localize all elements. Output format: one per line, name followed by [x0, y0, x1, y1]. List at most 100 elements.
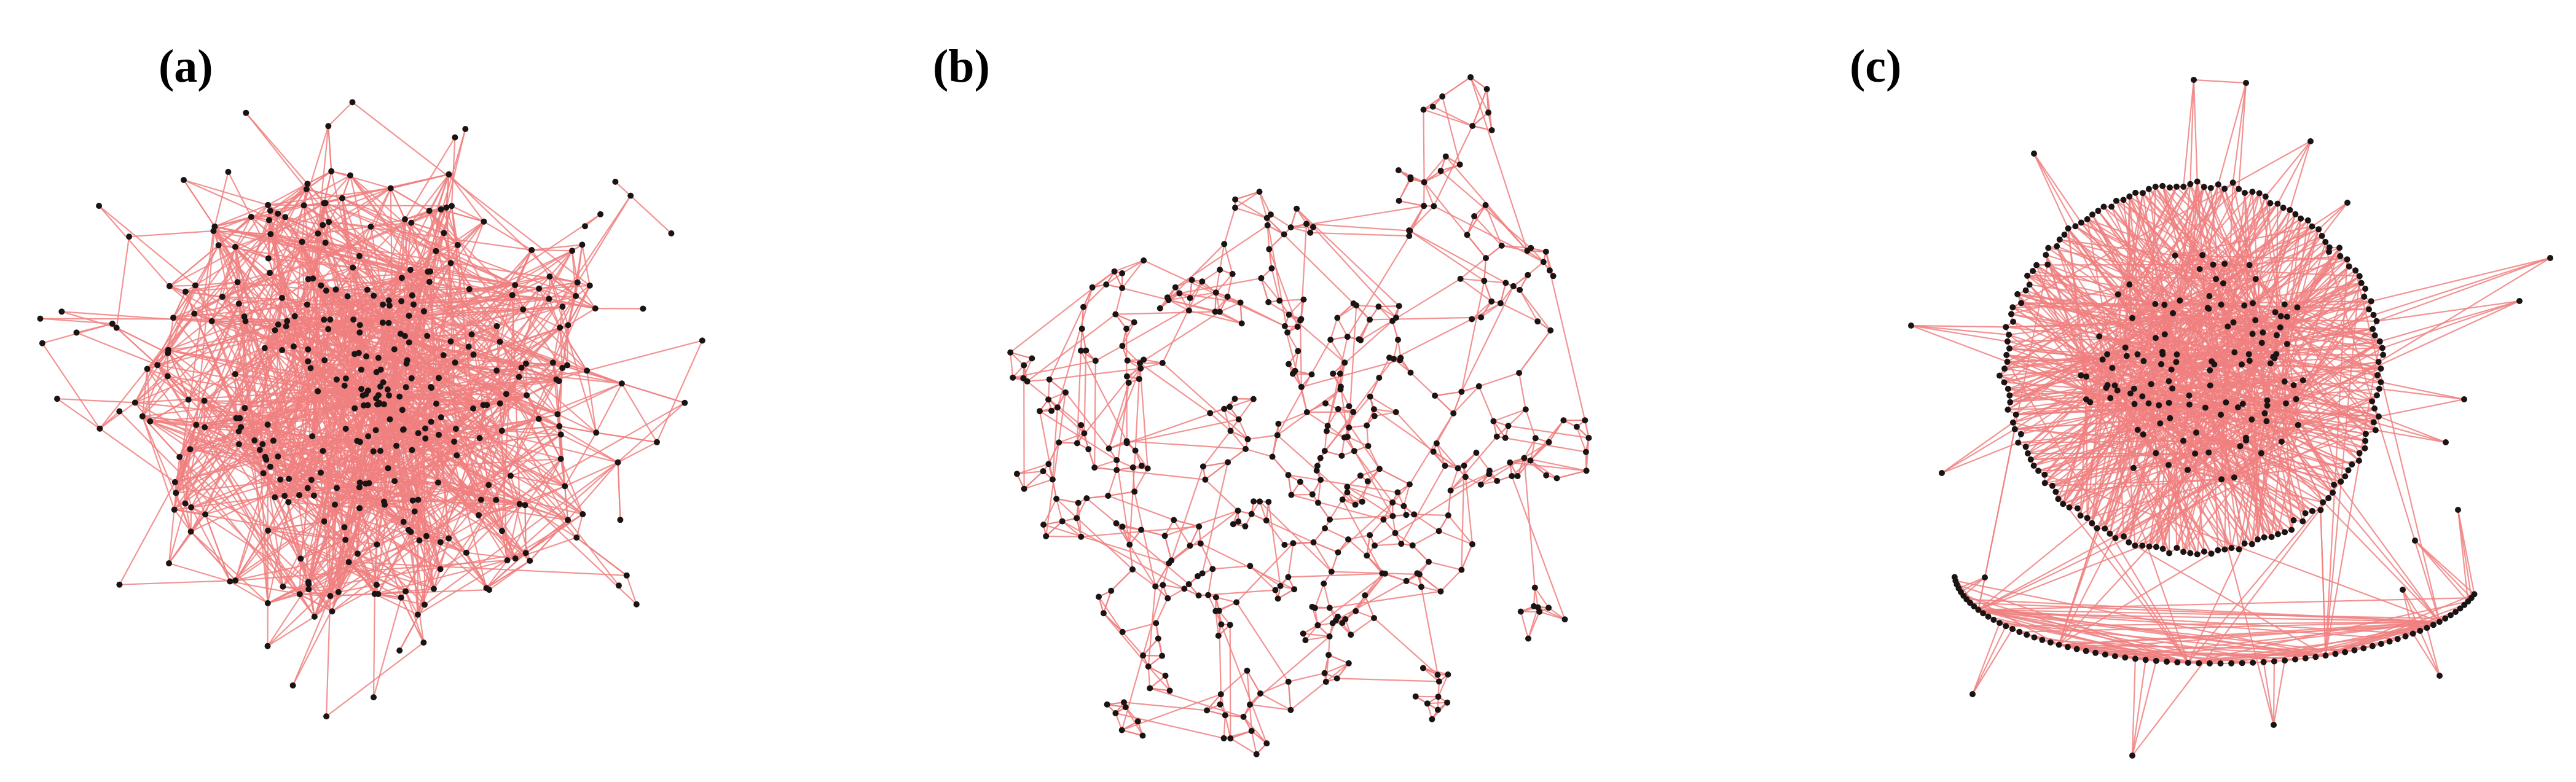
edge — [1420, 587, 1440, 682]
node — [1353, 608, 1359, 614]
edge — [303, 205, 338, 488]
node — [1227, 428, 1234, 434]
node — [1121, 699, 1127, 706]
node — [1141, 257, 1147, 264]
edge — [1163, 584, 1185, 590]
node — [1348, 631, 1354, 638]
node — [297, 555, 304, 562]
node — [342, 426, 349, 432]
node — [1455, 465, 1461, 472]
node — [1043, 533, 1050, 539]
node — [309, 433, 316, 440]
node — [476, 435, 483, 442]
node — [1434, 706, 1441, 713]
node — [339, 195, 345, 201]
edge — [388, 128, 466, 396]
edge — [560, 458, 584, 515]
node — [615, 459, 621, 466]
node — [512, 555, 519, 562]
node — [1445, 512, 1451, 518]
edge — [1215, 273, 1233, 294]
edge — [190, 354, 444, 450]
node — [1080, 303, 1086, 310]
edge — [538, 287, 596, 310]
edge — [1412, 545, 1429, 563]
edge — [1134, 491, 1156, 587]
edge — [1117, 469, 1206, 480]
edge — [1109, 442, 1128, 450]
edge — [179, 424, 197, 458]
node — [181, 177, 187, 183]
node — [447, 338, 454, 345]
edge — [1129, 529, 1142, 545]
edge — [235, 350, 283, 375]
edge — [1188, 310, 1242, 324]
edge — [1305, 625, 1319, 641]
edge — [169, 202, 324, 287]
edge — [135, 390, 318, 404]
node — [265, 255, 272, 262]
network-panel-c — [1908, 77, 2553, 759]
node — [1244, 667, 1251, 674]
edge — [1511, 475, 1566, 620]
edge — [557, 383, 622, 415]
node — [1281, 323, 1288, 329]
node — [1265, 299, 1272, 305]
edge — [1378, 357, 1390, 378]
edge — [615, 181, 672, 234]
edge — [179, 456, 186, 504]
node — [423, 533, 430, 539]
node — [1429, 103, 1436, 110]
edge — [214, 204, 269, 227]
edge — [1453, 391, 1463, 414]
node — [1276, 297, 1283, 304]
network-panel-a — [37, 99, 705, 720]
node — [264, 643, 271, 649]
edge — [149, 420, 191, 450]
edge — [1314, 583, 1325, 609]
node — [227, 578, 234, 585]
node — [1085, 446, 1092, 453]
edge — [1290, 227, 1311, 233]
node — [1195, 592, 1202, 599]
edge — [238, 444, 315, 496]
edge — [621, 383, 658, 443]
edge — [375, 429, 382, 452]
node — [347, 172, 353, 179]
edge — [184, 449, 191, 504]
node — [215, 242, 222, 249]
edge — [119, 579, 236, 585]
edge — [390, 187, 430, 212]
node — [380, 401, 387, 408]
node — [1124, 357, 1131, 364]
edge — [146, 368, 300, 595]
node — [1212, 289, 1219, 296]
node — [1153, 620, 1160, 627]
edge — [1453, 386, 1480, 414]
edge — [1125, 329, 1128, 444]
edge — [175, 493, 192, 532]
edge — [382, 381, 516, 559]
node — [285, 499, 292, 506]
node — [470, 405, 476, 412]
node — [402, 333, 408, 339]
node — [275, 210, 281, 217]
node — [235, 300, 242, 307]
node — [1437, 588, 1444, 595]
node — [579, 511, 586, 517]
edge — [1086, 498, 1190, 585]
node — [1233, 599, 1240, 606]
node — [1527, 457, 1534, 464]
node — [1089, 284, 1096, 291]
node — [1392, 530, 1399, 536]
node — [335, 588, 342, 595]
node — [400, 518, 407, 525]
node — [1074, 440, 1080, 447]
node — [272, 494, 278, 501]
edge — [418, 539, 441, 570]
edge — [190, 448, 418, 501]
edge — [496, 282, 578, 371]
edge — [1346, 235, 1410, 337]
edge — [455, 362, 497, 372]
